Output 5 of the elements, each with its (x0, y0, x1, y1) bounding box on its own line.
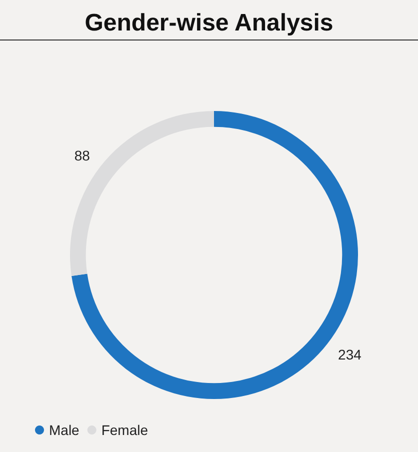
legend-label: Male (49, 422, 80, 438)
chart-title: Gender-wise Analysis (84, 10, 334, 36)
legend-label: Female (101, 422, 148, 438)
data-label: 234 (338, 346, 362, 362)
data-label: 88 (74, 148, 90, 164)
